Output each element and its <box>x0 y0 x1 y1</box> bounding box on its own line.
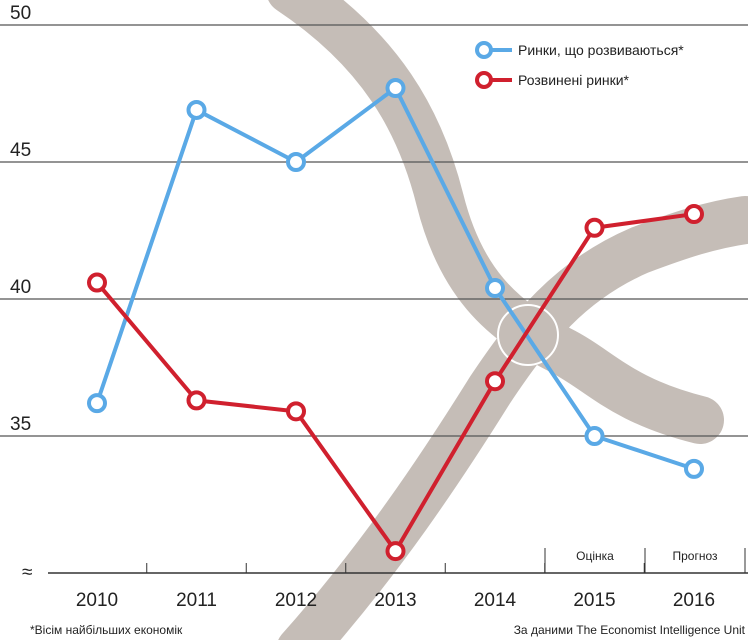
x-tick-label: 2010 <box>76 590 118 611</box>
point <box>584 426 605 446</box>
x-tick-label: 2015 <box>573 590 615 611</box>
legend-marker <box>475 71 493 89</box>
legend-label: Розвинені ринки* <box>518 72 630 88</box>
legend-marker <box>475 41 493 59</box>
x-axis: ≈ Оцінка Прогноз <box>22 548 748 583</box>
point <box>87 272 107 293</box>
period-label: Оцінка <box>576 549 614 563</box>
x-tick-label: 2014 <box>474 590 517 611</box>
point <box>286 401 306 422</box>
point <box>87 393 107 414</box>
point <box>485 278 505 299</box>
legend-label: Ринки, що розвиваються* <box>518 42 684 58</box>
point <box>286 152 306 172</box>
axis-break: ≈ <box>22 562 32 583</box>
point <box>684 204 704 225</box>
x-tick-label: 2012 <box>275 590 317 611</box>
footnote: *Вісім найбільших економік <box>30 623 183 637</box>
x-tick-label: 2013 <box>374 590 416 611</box>
point <box>385 541 406 562</box>
point <box>385 78 406 99</box>
point <box>485 371 505 392</box>
y-tick-label: 45 <box>10 140 31 161</box>
point <box>684 458 704 479</box>
y-tick-label: 50 <box>10 3 31 24</box>
y-tick-label: 35 <box>10 414 31 435</box>
grid <box>0 24 748 437</box>
source: За даними The Economist Intelligence Uni… <box>514 623 746 637</box>
point <box>186 390 207 411</box>
period-label: Прогноз <box>672 549 718 563</box>
point <box>186 99 207 120</box>
point <box>584 217 605 238</box>
x-tick-label: 2011 <box>176 590 217 611</box>
y-tick-label: 40 <box>10 277 31 298</box>
x-tick-label: 2016 <box>673 590 715 611</box>
